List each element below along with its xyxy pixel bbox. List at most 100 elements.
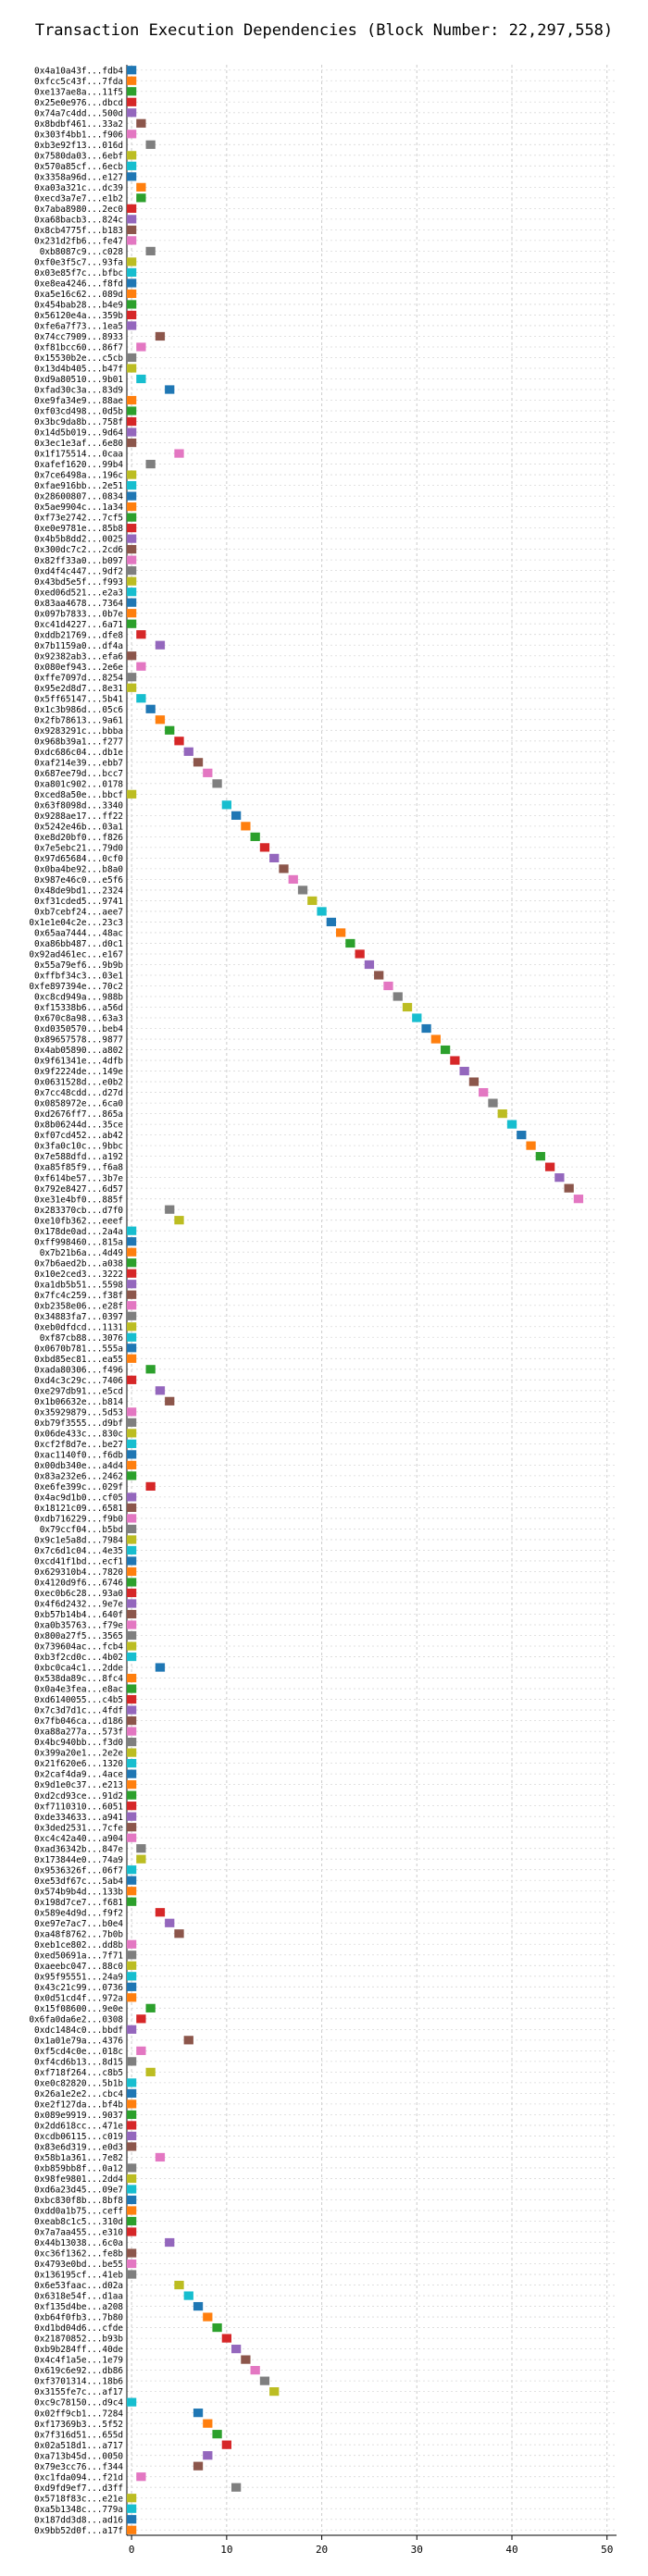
execution-bar xyxy=(145,2067,156,2076)
execution-bar xyxy=(127,2397,137,2407)
tx-hash-label: 0xfe897394e...70c2 xyxy=(29,982,123,992)
tx-hash-label: 0xf7110310...6051 xyxy=(34,1802,123,1812)
tx-hash-label: 0x4120d9f6...6746 xyxy=(34,1579,123,1589)
x-tick-label: 0 xyxy=(129,2544,135,2556)
execution-bar xyxy=(127,1993,137,2002)
tx-hash-label: 0x63f8098d...3340 xyxy=(34,800,123,811)
execution-bar xyxy=(127,545,137,554)
execution-bar xyxy=(127,1280,137,1289)
tx-hash-label: 0xf0e3f5c7...93fa xyxy=(34,258,123,268)
tx-hash-label: 0xa0b35763...f79e xyxy=(34,1621,123,1631)
tx-hash-label: 0xed06d521...e2a3 xyxy=(34,588,123,598)
execution-bar xyxy=(412,1013,422,1022)
execution-bar xyxy=(127,310,137,320)
execution-bar xyxy=(174,737,184,746)
tx-hash-label: 0xa88a277a...573f xyxy=(34,1728,123,1738)
tx-hash-label: 0xa68bacb3...824c xyxy=(34,215,123,225)
tx-hash-label: 0x98fe9801...2dd4 xyxy=(34,2174,123,2185)
execution-bar xyxy=(488,1098,498,1108)
tx-hash-label: 0x538da89c...8fc4 xyxy=(34,1674,123,1684)
execution-bar xyxy=(127,172,137,181)
tx-hash-label: 0xffe7097d...8254 xyxy=(34,673,123,683)
tx-hash-label: 0xde334633...a941 xyxy=(34,1813,123,1823)
tx-hash-label: 0xed50691a...7f71 xyxy=(34,1951,123,1961)
execution-bar xyxy=(430,1034,441,1044)
tx-hash-label: 0x7c3d7d1c...4fdf xyxy=(34,1706,123,1716)
execution-bar xyxy=(127,2525,137,2534)
execution-bar xyxy=(127,1269,137,1278)
execution-bar xyxy=(127,1503,137,1513)
execution-bar xyxy=(165,725,175,735)
tx-hash-label: 0x6e53faac...d02a xyxy=(34,2281,123,2291)
tx-hash-label: 0x00db340e...a4d4 xyxy=(34,1461,123,1471)
execution-bar xyxy=(127,2248,137,2258)
execution-bar xyxy=(193,758,204,767)
tx-hash-label: 0x10e2ced3...3222 xyxy=(34,1269,123,1280)
tx-hash-label: 0x0858972e...6ca0 xyxy=(34,1099,123,1109)
execution-bar xyxy=(165,2237,175,2248)
execution-bar xyxy=(127,2142,137,2151)
execution-bar xyxy=(127,2227,137,2236)
execution-bar xyxy=(231,811,242,820)
tx-hash-label: 0xf4cd6b13...8d15 xyxy=(34,2057,123,2067)
tx-hash-label: 0x7e588dfd...a192 xyxy=(34,1152,123,1162)
tx-hash-label: 0x25e0e976...dbcd xyxy=(34,98,123,108)
tx-hash-label: 0xd2cd93ce...91d2 xyxy=(34,1791,123,1802)
tx-hash-label: 0x9c1e5a8d...7984 xyxy=(34,1536,123,1546)
tx-hash-label: 0x2dd618cc...471e xyxy=(34,2122,123,2132)
tx-hash-label: 0x1a01e79a...4376 xyxy=(34,2036,123,2046)
tx-hash-label: 0x2caf4da9...4ace xyxy=(34,1770,123,1780)
execution-bar xyxy=(468,1077,480,1086)
tx-hash-label: 0xf17369b3...5f52 xyxy=(34,2420,123,2430)
execution-bar xyxy=(212,779,222,788)
execution-bar xyxy=(127,1780,137,1790)
tx-hash-label: 0xb57b14b4...640f xyxy=(34,1610,123,1620)
tx-hash-label: 0x187dd3d8...ad16 xyxy=(34,2515,123,2525)
execution-bar xyxy=(127,1865,137,1875)
tx-hash-label: 0xaeebc047...88c0 xyxy=(34,1962,123,1972)
execution-bar xyxy=(127,204,137,213)
execution-bar xyxy=(136,118,146,128)
tx-hash-label: 0xf135d4be...a208 xyxy=(34,2302,123,2312)
tx-hash-label: 0x792e8427...6d57 xyxy=(34,1184,123,1195)
tx-hash-label: 0x097b7833...0b7e xyxy=(34,609,123,619)
tx-hash-label: 0xbc0ca4c1...2dde xyxy=(34,1664,123,1674)
execution-bar xyxy=(127,416,137,427)
execution-bar xyxy=(127,2195,137,2205)
tx-hash-label: 0x3fa0c10c...9bbc xyxy=(34,1142,123,1152)
execution-bar xyxy=(183,2291,193,2300)
tx-hash-label: 0x28600807...0834 xyxy=(34,492,123,502)
tx-hash-label: 0x8cb4775f...b183 xyxy=(34,226,123,236)
execution-bar xyxy=(127,1578,137,1587)
execution-bar xyxy=(127,1748,137,1757)
tx-hash-label: 0x56120e4a...359b xyxy=(34,311,123,321)
execution-bar xyxy=(335,928,346,937)
execution-bar xyxy=(127,789,137,799)
execution-bar xyxy=(174,1216,184,1225)
tx-hash-label: 0xfcc5c43f...7fda xyxy=(34,77,123,87)
execution-bar xyxy=(127,1630,137,1641)
tx-hash-label: 0xe9fa34e9...88ae xyxy=(34,396,123,406)
execution-bar xyxy=(136,2046,146,2055)
execution-bar xyxy=(127,1524,137,1534)
execution-bar xyxy=(250,2366,260,2375)
execution-bar xyxy=(127,321,137,330)
execution-bar xyxy=(127,1641,137,1651)
execution-bar xyxy=(127,1951,137,1960)
execution-bar xyxy=(127,470,137,479)
execution-bar xyxy=(127,279,137,288)
execution-bar xyxy=(136,342,146,352)
execution-bar xyxy=(127,588,137,597)
execution-bar xyxy=(127,2515,137,2524)
tx-hash-label: 0x8b06244d...35ce xyxy=(34,1121,123,1131)
execution-bar xyxy=(127,502,137,512)
execution-bar xyxy=(127,1790,137,1800)
execution-bar xyxy=(136,694,146,703)
tx-hash-label: 0x43bd5e5f...f993 xyxy=(34,577,123,588)
execution-bar xyxy=(127,2099,137,2109)
execution-bar xyxy=(127,2057,137,2066)
tx-hash-label: 0x02a518d1...a717 xyxy=(34,2441,123,2451)
execution-bar xyxy=(127,1311,137,1320)
execution-bar xyxy=(127,651,137,661)
